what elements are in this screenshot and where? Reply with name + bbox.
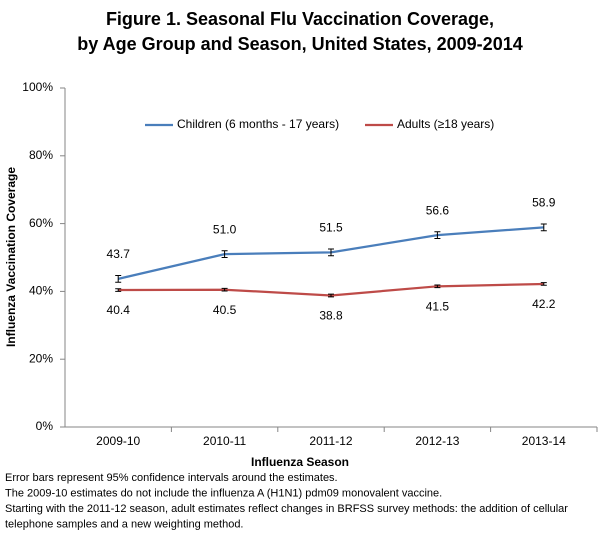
error-bar	[115, 274, 122, 283]
chart-title: Figure 1. Seasonal Flu Vaccination Cover…	[106, 9, 494, 29]
legend-label: Children (6 months - 17 years)	[177, 117, 339, 131]
data-label: 42.2	[532, 297, 556, 311]
x-tick-label: 2009-10	[96, 434, 140, 448]
footnote: telephone samples and a new weighting me…	[5, 518, 244, 530]
y-tick-label: 60%	[29, 216, 53, 230]
y-tick-label: 0%	[36, 419, 54, 433]
data-label: 40.4	[107, 303, 131, 317]
y-tick-label: 20%	[29, 351, 53, 365]
x-tick-label: 2011-12	[309, 434, 352, 448]
data-label: 51.5	[319, 221, 343, 235]
footnote: The 2009-10 estimates do not include the…	[5, 487, 442, 499]
data-label: 43.7	[107, 247, 131, 261]
x-tick-label: 2010-11	[203, 434, 246, 448]
data-label: 40.5	[213, 303, 237, 317]
x-tick-label: 2012-13	[415, 434, 459, 448]
y-tick-label: 40%	[29, 284, 53, 298]
error-bar	[540, 223, 547, 232]
legend-label: Adults (≥18 years)	[397, 117, 494, 131]
footnote: Starting with the 2011-12 season, adult …	[5, 503, 568, 515]
data-label: 41.5	[426, 299, 450, 313]
error-bar	[328, 293, 334, 298]
error-bar	[434, 284, 441, 289]
data-label: 38.8	[319, 309, 343, 323]
chart-title: by Age Group and Season, United States, …	[77, 34, 522, 54]
data-label: 51.0	[213, 222, 237, 236]
y-tick-label: 100%	[22, 80, 53, 94]
y-tick-label: 80%	[29, 148, 53, 162]
data-label: 56.6	[426, 203, 450, 217]
error-bar	[328, 248, 334, 257]
data-label: 58.9	[532, 196, 556, 210]
error-bar	[221, 250, 228, 258]
y-axis-label: Influenza Vaccination Coverage	[4, 167, 18, 347]
x-axis-label: Influenza Season	[251, 455, 349, 469]
error-bar	[221, 287, 228, 292]
footnote: Error bars represent 95% confidence inte…	[5, 472, 338, 484]
error-bar	[540, 282, 547, 286]
error-bar	[434, 231, 441, 240]
error-bar	[115, 288, 122, 292]
x-tick-label: 2013-14	[522, 434, 566, 448]
